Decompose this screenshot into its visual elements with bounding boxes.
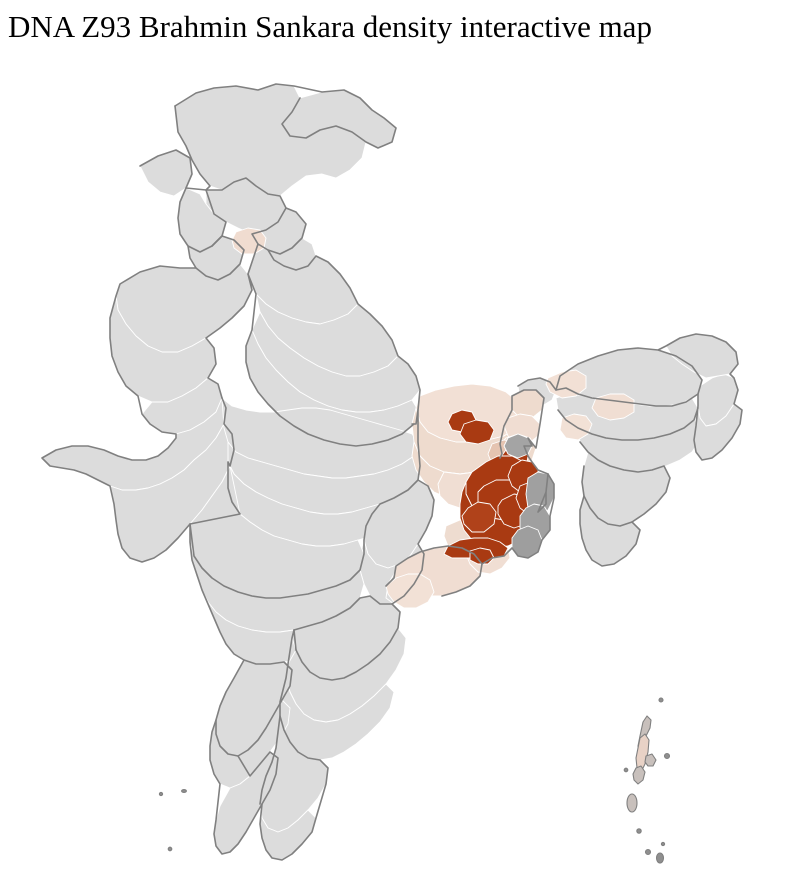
state-border <box>580 442 670 526</box>
state-border <box>190 398 240 524</box>
state-border <box>518 334 742 460</box>
map-canvas[interactable] <box>0 46 811 869</box>
island-nicobar[interactable] <box>661 842 664 845</box>
district-veryhigh[interactable] <box>460 420 494 444</box>
state-border <box>294 410 434 630</box>
state-border <box>442 564 482 596</box>
state-border <box>42 106 328 860</box>
district-layer-veryhigh <box>444 410 546 564</box>
island-nicobar[interactable] <box>659 698 663 702</box>
state-border <box>500 390 548 474</box>
island-lakshadweep[interactable] <box>182 790 187 793</box>
island-andaman[interactable] <box>633 766 645 784</box>
state-border <box>580 496 640 566</box>
state-border <box>248 244 420 410</box>
state-border <box>206 178 286 244</box>
state-border <box>196 236 244 280</box>
district-veryhigh[interactable] <box>470 548 494 564</box>
state-border <box>216 660 292 756</box>
island-nicobar[interactable] <box>665 754 670 759</box>
island-nicobar[interactable] <box>646 850 651 855</box>
district-veryhigh[interactable] <box>462 502 496 532</box>
state-border <box>175 84 396 148</box>
state-border <box>386 474 554 586</box>
state-border <box>140 150 192 188</box>
state-border <box>556 388 698 406</box>
island-andaman[interactable] <box>627 794 637 812</box>
state-border <box>206 274 414 446</box>
page-title: DNA Z93 Brahmin Sankara density interact… <box>8 9 652 44</box>
district-low[interactable] <box>592 394 634 420</box>
state-border <box>260 716 280 804</box>
state-border <box>190 480 418 598</box>
island-nicobar[interactable] <box>657 853 664 863</box>
state-border <box>558 408 698 440</box>
island-andaman[interactable] <box>645 754 656 766</box>
island-nicobar[interactable] <box>637 829 641 833</box>
district-low[interactable] <box>546 370 586 398</box>
district-region[interactable] <box>140 150 192 196</box>
state-border <box>268 208 306 254</box>
state-border-layer <box>42 84 742 860</box>
island-lakshadweep[interactable] <box>159 792 162 795</box>
india-choropleth-svg[interactable] <box>0 46 811 869</box>
island-andaman[interactable] <box>636 734 649 772</box>
island-lakshadweep[interactable] <box>168 847 172 851</box>
island-layer <box>159 698 669 863</box>
island-nicobar[interactable] <box>624 768 628 772</box>
state-border <box>296 604 400 680</box>
